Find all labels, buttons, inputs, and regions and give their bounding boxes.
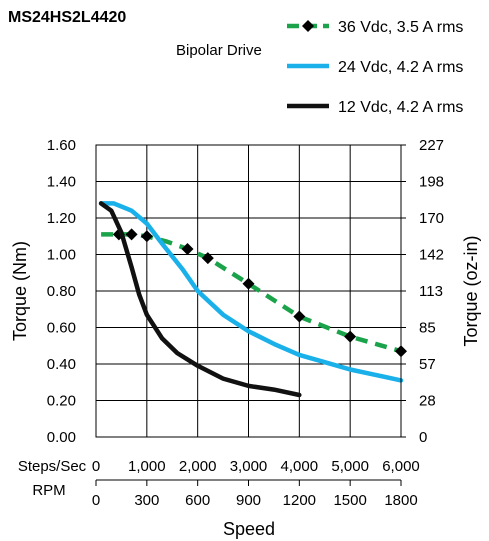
rpm-tick-label: 1800	[384, 492, 417, 509]
data-point-marker	[140, 230, 153, 243]
x-tick-label: 1,000	[128, 458, 166, 475]
series-group	[98, 201, 407, 398]
rpm-axis-name: RPM	[32, 482, 65, 499]
x-tick-label: 0	[92, 458, 100, 475]
grid-lines	[96, 144, 401, 437]
y-axis-label: Torque (Nm)	[10, 241, 30, 341]
y-tick-label: 0.60	[47, 320, 76, 337]
y-tick-label: 1.20	[47, 210, 76, 227]
y2-tick-label: 0	[419, 429, 427, 446]
y-tick-label: 0.00	[47, 429, 76, 446]
x-tick-label: 2,000	[179, 458, 217, 475]
y2-tick-label: 28	[419, 393, 436, 410]
y-tick-label: 0.80	[47, 283, 76, 300]
legend-label-1: 36 Vdc, 3.5 A rms	[338, 19, 463, 36]
data-point-marker	[344, 330, 357, 343]
y2-axis-label: Torque (oz-in)	[461, 235, 481, 346]
x-axis-label: Speed	[223, 519, 275, 539]
steps-axis-name: Steps/Sec	[18, 458, 87, 475]
data-point-marker	[302, 20, 314, 32]
x-tick-label: 4,000	[281, 458, 319, 475]
y-tick-label: 1.40	[47, 174, 76, 191]
x-tick-label: 6,000	[382, 458, 420, 475]
chart-subtitle: Bipolar Drive	[176, 42, 262, 59]
y2-tick-label: 198	[419, 174, 444, 191]
y2-tick-label: 227	[419, 137, 444, 154]
series-line-3	[98, 201, 302, 398]
y2-tick-label: 142	[419, 247, 444, 264]
data-point-marker	[201, 252, 214, 265]
axes: 0.00 0 0.20 28 0.40 57 0.60 85 0.80 113 1.00 142 1.2…	[47, 137, 444, 509]
x-tick-label: 3,000	[230, 458, 268, 475]
x-tick-label: 5,000	[331, 458, 369, 475]
rpm-tick-label: 900	[236, 492, 261, 509]
legend-label-2: 24 Vdc, 4.2 A rms	[338, 59, 463, 76]
y2-tick-label: 170	[419, 210, 444, 227]
data-point-marker	[242, 277, 255, 290]
rpm-tick-label: 1500	[333, 492, 366, 509]
chart-title: MS24HS2L4420	[8, 9, 126, 26]
series-line-2	[98, 201, 404, 383]
rpm-tick-label: 0	[92, 492, 100, 509]
legend: 36 Vdc, 3.5 A rms 24 Vdc, 4.2 A rms 12 Vdc…	[287, 19, 463, 116]
y2-tick-label: 57	[419, 356, 436, 373]
y-tick-label: 0.20	[47, 393, 76, 410]
legend-label-3: 12 Vdc, 4.2 A rms	[338, 99, 463, 116]
rpm-tick-label: 300	[134, 492, 159, 509]
y-tick-label: 0.40	[47, 356, 76, 373]
data-point-marker	[125, 228, 138, 241]
y-tick-label: 1.60	[47, 137, 76, 154]
y2-tick-label: 113	[419, 283, 443, 300]
rpm-tick-label: 1200	[283, 492, 316, 509]
y-tick-label: 1.00	[47, 247, 76, 264]
data-point-marker	[181, 243, 194, 256]
y2-tick-label: 85	[419, 320, 436, 337]
data-point-marker	[293, 310, 306, 323]
rpm-tick-label: 600	[185, 492, 210, 509]
